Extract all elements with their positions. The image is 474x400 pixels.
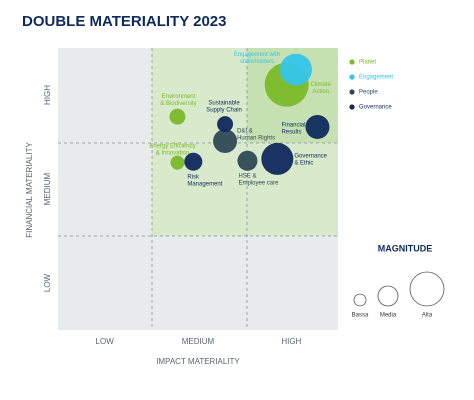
magnitude-label: Bassa: [352, 313, 369, 319]
bubble-label: Engagement with: [234, 52, 280, 58]
bubble-label: Supply Chain: [206, 108, 242, 114]
bubble-label: & Ethic: [294, 160, 313, 166]
legend-label: People: [359, 90, 378, 96]
magnitude-title: MAGNITUDE: [378, 243, 433, 253]
y-tick-label: MEDIUM: [43, 172, 52, 205]
bubble: [213, 129, 238, 154]
bubble-label: Energy Efficiency: [149, 143, 195, 149]
zone-lines: [58, 48, 338, 330]
bubble-label: Climate: [310, 82, 331, 88]
bubble-label: Environment: [162, 94, 196, 100]
bubble-label: stakeholders: [240, 59, 274, 65]
legend-marker: [349, 74, 355, 80]
bubble: [169, 108, 186, 125]
bubble-label: Management: [187, 181, 222, 187]
bubble-label: D&I &: [237, 129, 253, 135]
x-axis-title: IMPACT MATERIALITY: [156, 357, 240, 366]
bubble: [305, 114, 330, 139]
magnitude-circle: [377, 285, 399, 307]
bubble: [280, 53, 312, 86]
bubble-label: Sustainable: [208, 101, 240, 107]
bubble: [261, 142, 294, 175]
bubble-label: Action: [312, 89, 329, 95]
y-axis-title: FINANCIAL MATERIALITY: [25, 142, 34, 238]
bubble-label: HSE &: [238, 173, 256, 179]
y-tick-label: HIGH: [43, 85, 52, 105]
legend-marker: [349, 89, 355, 95]
bubble-label: Human Rights: [237, 136, 275, 142]
bubble-label: Employee care: [238, 180, 279, 186]
magnitude-circle: [353, 293, 367, 307]
chart-title: DOUBLE MATERIALITY 2023: [22, 13, 226, 30]
legend-marker: [349, 59, 355, 65]
bubble-label: Governance: [294, 153, 327, 159]
x-tick-label: HIGH: [281, 337, 301, 346]
legend-label: Governance: [359, 105, 392, 111]
bubble-label: Results: [281, 130, 301, 136]
bubble: [170, 155, 185, 170]
magnitude-label: Media: [380, 313, 397, 319]
bubble: [237, 150, 258, 171]
x-tick-label: LOW: [96, 337, 115, 346]
x-tick-label: MEDIUM: [182, 337, 215, 346]
bubble: [184, 152, 203, 171]
legend-marker: [349, 104, 355, 110]
legend-label: Planet: [359, 60, 376, 66]
bubble-label: & Innovation: [156, 150, 189, 156]
legend-label: Engagement: [359, 75, 393, 81]
bubble-label: & Biodiversity: [160, 101, 196, 107]
magnitude-circle: [409, 271, 445, 307]
y-tick-label: LOW: [43, 273, 52, 292]
magnitude-label: Alta: [422, 313, 433, 319]
bubble-label: Risk: [187, 174, 200, 180]
bubble-label: Financial: [281, 123, 305, 129]
bubble: [217, 116, 234, 133]
